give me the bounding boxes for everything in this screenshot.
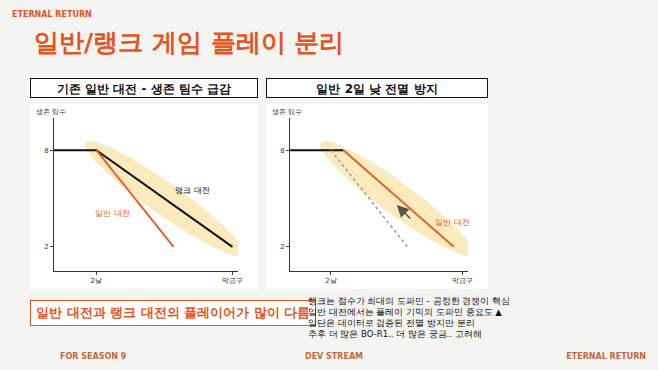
html-text:DEV STREAM: DEV STREAM <box>305 352 364 361</box>
html-text:일단은 데이터로 검증된 전멸 방지만 분리: 일단은 데이터로 검증된 전멸 방지만 분리 <box>308 318 475 328</box>
svg-text:2: 2 <box>44 243 48 251</box>
svg-text:일반 대전: 일반 대전 <box>95 209 130 218</box>
svg-text:8: 8 <box>280 147 284 155</box>
html-text:일반 2일 낮 전멸 방지: 일반 2일 낮 전멸 방지 <box>316 82 438 96</box>
svg-text:2날: 2날 <box>91 277 102 285</box>
svg-text:2날: 2날 <box>325 277 336 285</box>
svg-text:생존 팀수: 생존 팀수 <box>272 108 302 116</box>
html-text:일반 대전에서는 플레이 기믹의 도파민 중요도 ▲: 일반 대전에서는 플레이 기믹의 도파민 중요도 ▲ <box>308 307 502 317</box>
html-text:랭크는 점수가 최대의 도파민 - 공정한 경쟁이 핵심: 랭크는 점수가 최대의 도파민 - 공정한 경쟁이 핵심 <box>308 296 510 306</box>
svg-text:생존 팀수: 생존 팀수 <box>36 108 66 116</box>
svg-text:일반 대전: 일반 대전 <box>435 218 470 227</box>
svg-text:막금구: 막금구 <box>222 277 243 285</box>
svg-text:랭크 대전: 랭크 대전 <box>175 186 210 195</box>
html-text:기존 일반 대전 - 생존 팀수 급감: 기존 일반 대전 - 생존 팀수 급감 <box>57 82 231 96</box>
svg-text:8: 8 <box>44 147 48 155</box>
html-text:ETERNAL RETURN: ETERNAL RETURN <box>12 10 92 19</box>
html-text:ETERNAL RETURN: ETERNAL RETURN <box>566 352 646 361</box>
html-text:추후 더 많은 BO-R1.. 더 많은 궁금.. 고려해: 추후 더 많은 BO-R1.. 더 많은 궁금.. 고려해 <box>308 329 482 339</box>
html-text:일반 대전과 랭크 대전의 플레이어가 많이 다름: 일반 대전과 랭크 대전의 플레이어가 많이 다름 <box>36 305 311 320</box>
html-text:FOR SEASON 9: FOR SEASON 9 <box>60 352 127 361</box>
svg-text:2: 2 <box>280 243 284 251</box>
svg-text:막금구: 막금구 <box>452 277 473 285</box>
html-text:일반/랭크 게임 플레이 분리: 일반/랭크 게임 플레이 분리 <box>34 28 345 57</box>
